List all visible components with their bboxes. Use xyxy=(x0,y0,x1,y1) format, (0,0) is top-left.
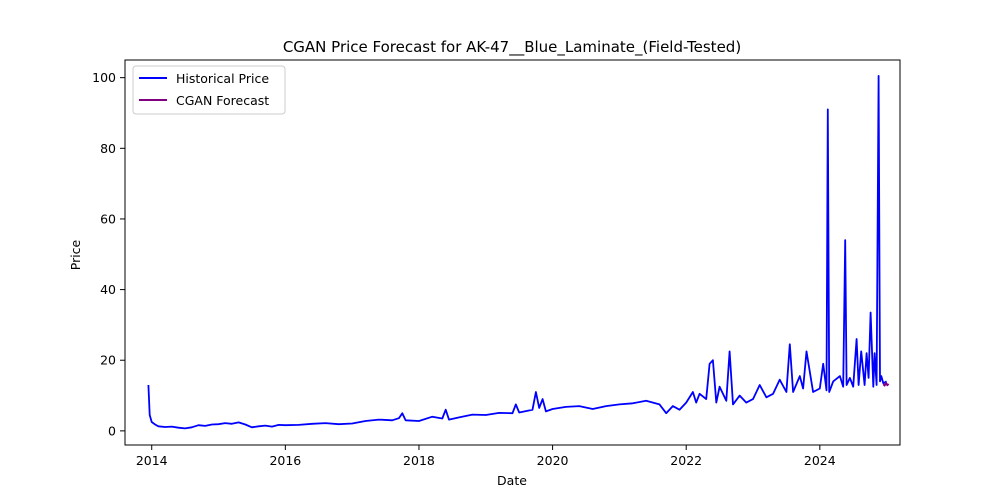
chart-title: CGAN Price Forecast for AK-47__Blue_Lami… xyxy=(283,38,741,57)
plot-frame xyxy=(124,59,901,446)
x-axis: 2014 2016 2018 2020 2022 2024 xyxy=(136,445,836,468)
x-tick-label: 2024 xyxy=(804,453,836,468)
y-tick-label: 20 xyxy=(100,353,116,368)
legend-label-forecast: CGAN Forecast xyxy=(176,93,269,108)
legend-label-historical: Historical Price xyxy=(176,71,269,86)
x-axis-label: Date xyxy=(497,473,527,488)
y-tick-label: 80 xyxy=(100,141,116,156)
y-tick-label: 100 xyxy=(92,70,116,85)
x-tick-label: 2022 xyxy=(670,453,702,468)
series-line-historical-price xyxy=(147,75,888,430)
x-tick-label: 2020 xyxy=(537,453,569,468)
y-tick-label: 60 xyxy=(100,211,116,226)
y-tick-label: 0 xyxy=(108,423,116,438)
legend-box xyxy=(132,65,286,115)
legend: Historical Price CGAN Forecast xyxy=(132,65,286,115)
plot-area xyxy=(124,59,901,446)
y-tick-label: 40 xyxy=(100,282,116,297)
series-line-cgan-forecast xyxy=(882,381,890,387)
x-tick-label: 2016 xyxy=(269,453,301,468)
x-tick-label: 2014 xyxy=(136,453,168,468)
y-axis-label: Price xyxy=(68,239,83,270)
x-tick-label: 2018 xyxy=(403,453,435,468)
y-axis: 0 20 40 60 80 100 xyxy=(92,70,125,438)
